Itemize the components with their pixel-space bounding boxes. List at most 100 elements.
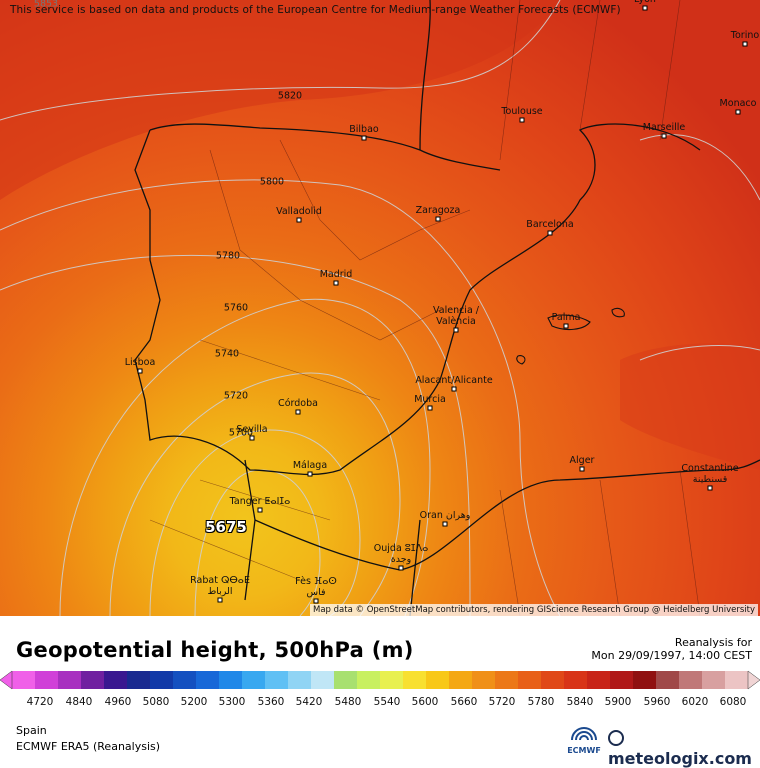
city-label[interactable]: Lisboa xyxy=(124,357,156,368)
scale-tick-label: 5080 xyxy=(142,696,170,708)
scale-cell xyxy=(219,671,243,689)
ecmwf-globe-icon xyxy=(571,727,597,741)
color-scale xyxy=(0,670,760,690)
city-label[interactable]: Murcia xyxy=(414,394,446,405)
scale-cell xyxy=(58,671,82,689)
city-label[interactable]: Rabat ⵕⴱⴰⵟ الرباط xyxy=(190,575,250,597)
scale-tick-label: 5540 xyxy=(373,696,401,708)
scale-tick-label: 5200 xyxy=(180,696,208,708)
city-marker xyxy=(442,521,448,527)
scale-cell xyxy=(357,671,381,689)
city-label[interactable]: Bilbao xyxy=(349,124,379,135)
city-label[interactable]: Sevilla xyxy=(236,424,268,435)
isoline-label: 5740 xyxy=(214,348,240,360)
scale-cell xyxy=(196,671,220,689)
scale-min-arrow xyxy=(0,670,13,690)
scale-tick-label: 5960 xyxy=(643,696,671,708)
city-label[interactable]: Marseille xyxy=(642,122,686,133)
city-marker xyxy=(296,217,302,223)
scale-cell xyxy=(288,671,312,689)
map-title: Geopotential height, 500hPa (m) xyxy=(16,638,414,662)
top-attribution: This service is based on data and produc… xyxy=(10,4,621,16)
city-label[interactable]: Alger xyxy=(569,455,595,466)
city-marker xyxy=(579,466,585,472)
scale-cell xyxy=(311,671,335,689)
city-label[interactable]: Toulouse xyxy=(501,106,543,117)
scale-cell xyxy=(150,671,174,689)
ecmwf-text: ECMWF xyxy=(567,746,601,755)
scale-cell xyxy=(564,671,588,689)
scale-tick-label: 5840 xyxy=(566,696,594,708)
city-marker xyxy=(307,471,313,477)
city-marker xyxy=(661,133,667,139)
scale-cell xyxy=(35,671,59,689)
scale-cell xyxy=(495,671,519,689)
city-label[interactable]: Torino xyxy=(730,30,760,41)
scale-cell xyxy=(403,671,427,689)
city-label[interactable]: Monaco xyxy=(719,98,757,109)
city-marker xyxy=(295,409,301,415)
isoline-label: 5760 xyxy=(223,302,249,314)
city-label[interactable]: Valencia / València xyxy=(433,305,479,327)
city-label[interactable]: Valladolid xyxy=(276,206,322,217)
city-label[interactable]: Oujda ⵓⵊⴷⴰ وجدة xyxy=(373,543,429,565)
meteologix-logo[interactable]: meteologix.com xyxy=(608,730,760,768)
weather-map[interactable]: This service is based on data and produc… xyxy=(0,0,760,616)
map-canvas xyxy=(0,0,760,616)
city-label[interactable]: Barcelona xyxy=(526,219,574,230)
city-label[interactable]: Lyon xyxy=(634,0,656,5)
city-label[interactable]: Alacant/Alicante xyxy=(415,375,493,386)
city-label[interactable]: Palma xyxy=(551,312,581,323)
city-marker xyxy=(563,323,569,329)
low-center-value: 5675 xyxy=(205,518,247,536)
city-label[interactable]: Córdoba xyxy=(278,398,318,409)
city-label[interactable]: Tanger ⵟⴰⵏⵊⴰ xyxy=(229,496,291,507)
scale-tick-label: 4840 xyxy=(65,696,93,708)
scale-tick-label: 5900 xyxy=(604,696,632,708)
isoline-label: 5700 xyxy=(228,427,254,439)
city-marker xyxy=(642,5,648,11)
city-marker xyxy=(707,485,713,491)
scale-tick-label: 5720 xyxy=(488,696,516,708)
scale-tick-label: 5780 xyxy=(527,696,555,708)
scale-tick-label: 5660 xyxy=(450,696,478,708)
scale-cell xyxy=(426,671,450,689)
scale-tick-label: 5360 xyxy=(257,696,285,708)
scale-cell xyxy=(472,671,496,689)
scale-tick-label: 6020 xyxy=(681,696,709,708)
map-attribution[interactable]: Map data © OpenStreetMap contributors, r… xyxy=(310,604,758,616)
city-label[interactable]: Constantine قسنطينة xyxy=(681,463,739,485)
model-label: ECMWF ERA5 (Reanalysis) xyxy=(16,740,161,753)
city-marker xyxy=(217,597,223,603)
city-marker xyxy=(742,41,748,47)
city-marker xyxy=(313,598,319,604)
isoline-label: 5720 xyxy=(223,390,249,402)
valid-time: Reanalysis for Mon 29/09/1997, 14:00 CES… xyxy=(591,636,752,662)
region-label: Spain xyxy=(16,724,47,737)
scale-cell xyxy=(702,671,726,689)
scale-cell xyxy=(541,671,565,689)
scale-max-arrow xyxy=(747,670,760,690)
isoline-label: 5820 xyxy=(277,90,303,102)
city-label[interactable]: Madrid xyxy=(319,269,353,280)
city-marker xyxy=(137,368,143,374)
city-marker xyxy=(735,109,741,115)
scale-tick-label: 6080 xyxy=(719,696,747,708)
partial-isoline-label: 5853 xyxy=(33,0,59,10)
city-label[interactable]: Fès ⴼⴰⵙ فاس xyxy=(295,576,337,598)
city-label[interactable]: Zaragoza xyxy=(415,205,461,216)
scale-cell xyxy=(173,671,197,689)
scale-tick-label: 5480 xyxy=(334,696,362,708)
scale-cell xyxy=(633,671,657,689)
scale-tick-label: 5600 xyxy=(411,696,439,708)
city-marker xyxy=(427,405,433,411)
datetime-label: Mon 29/09/1997, 14:00 CEST xyxy=(591,649,752,662)
city-label[interactable]: Oran وهران xyxy=(419,510,471,521)
ecmwf-logo[interactable]: ECMWF xyxy=(562,724,606,755)
city-label[interactable]: Málaga xyxy=(292,460,328,471)
city-marker xyxy=(398,565,404,571)
reanalysis-label: Reanalysis for xyxy=(674,636,752,649)
city-marker xyxy=(453,327,459,333)
scale-cell xyxy=(127,671,151,689)
meteologix-circle-icon xyxy=(608,730,624,746)
